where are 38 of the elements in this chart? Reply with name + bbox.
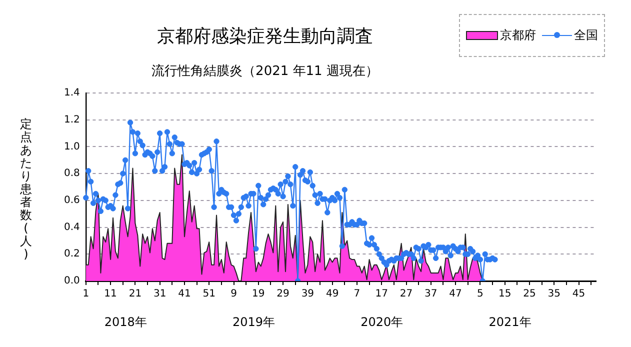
y-tick-label: 0.4 xyxy=(64,222,80,233)
y-tick-label: 0.2 xyxy=(64,248,80,260)
y-tick-label: 0.0 xyxy=(64,276,80,287)
chart-subtitle: 流行性角結膜炎（2021 年11 週現在） xyxy=(150,63,380,80)
x-tick-label: 19 xyxy=(252,288,265,300)
text: 定点あたり患者数(人) xyxy=(20,117,32,261)
x-tick-label: 15 xyxy=(498,288,512,300)
x-tick-label: 17 xyxy=(375,288,388,300)
y-tick-label: 1.0 xyxy=(64,141,80,152)
legend-label: 全国 xyxy=(574,27,598,44)
x-tick-label: 27 xyxy=(400,288,413,300)
x-tick-label: 21 xyxy=(128,288,142,300)
text: 2020年 xyxy=(360,314,404,331)
x-tick-label: 35 xyxy=(548,288,560,300)
y-tick-label: 1.2 xyxy=(64,114,80,126)
x-tick-label: 37 xyxy=(424,288,438,300)
y-tick-label: 0.8 xyxy=(64,168,80,180)
x-tick-label: 9 xyxy=(230,288,237,300)
chart-title: 京都府感染症発生動向調査 xyxy=(157,26,373,47)
y-tick-label: 1.4 xyxy=(64,88,80,99)
x-tick-label: 47 xyxy=(449,288,462,300)
x-tick-label: 39 xyxy=(301,288,314,300)
x-tick-label: 1 xyxy=(82,288,90,300)
text: 2018年 xyxy=(104,314,147,331)
text: 2019年 xyxy=(232,314,276,331)
x-tick-label: 41 xyxy=(178,288,191,300)
x-tick-label: 31 xyxy=(153,288,166,300)
x-tick-label: 45 xyxy=(572,288,586,300)
x-tick-label: 49 xyxy=(326,288,339,300)
x-tick-label: 11 xyxy=(104,288,117,300)
x-tick-label: 5 xyxy=(476,288,484,300)
x-tick-label: 51 xyxy=(202,288,216,300)
text: 2021年 xyxy=(488,314,532,331)
legend-label: 京都府 xyxy=(500,27,536,44)
x-tick-label: 25 xyxy=(523,288,536,300)
y-tick-label: 0.6 xyxy=(64,195,80,206)
x-tick-label: 29 xyxy=(276,288,290,300)
x-tick-label: 7 xyxy=(354,288,360,300)
